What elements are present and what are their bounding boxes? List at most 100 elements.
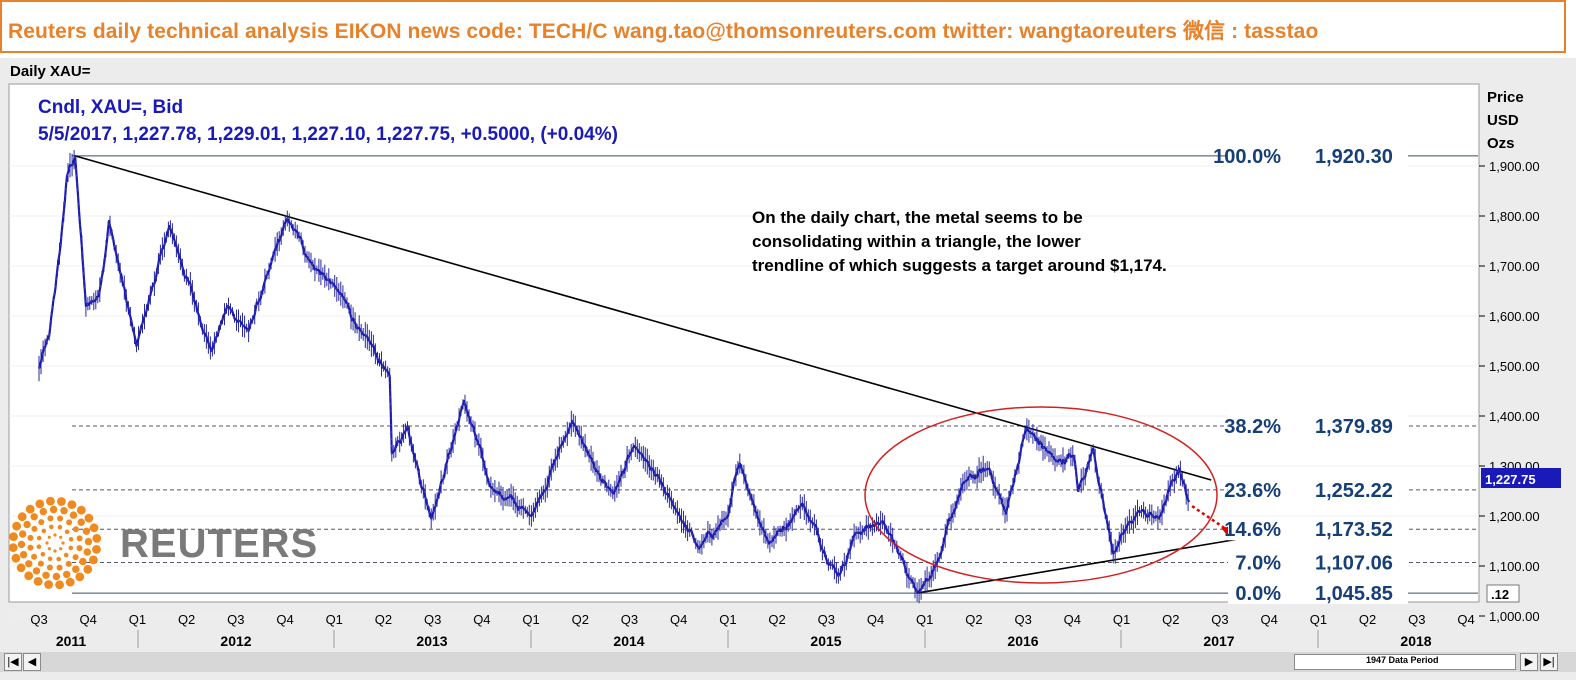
window-title: Daily XAU= (10, 63, 91, 80)
logo-dot (60, 507, 68, 515)
current-price-label: 1,227.75 (1485, 472, 1536, 487)
logo-dot (59, 547, 63, 551)
x-quarter-label: Q3 (1408, 612, 1425, 627)
logo-dot (49, 505, 58, 514)
logo-dot (83, 548, 92, 556)
annotation-line-2: consolidating within a triangle, the low… (752, 232, 1081, 251)
fib-pct-label: 23.6% (1224, 480, 1281, 502)
x-quarter-label: Q1 (326, 612, 343, 627)
logo-dot (56, 556, 61, 562)
x-quarter-label: Q1 (719, 612, 736, 627)
x-year-label: 2014 (613, 633, 644, 649)
logo-dot (27, 544, 34, 551)
x-quarter-label: Q4 (473, 612, 490, 627)
logo-dot (65, 560, 72, 567)
fib-pct-label: 0.0% (1235, 583, 1281, 605)
logo-dot (59, 535, 63, 539)
logo-dot (32, 567, 41, 575)
x-quarter-label: Q2 (375, 612, 392, 627)
chart-header-line2: 5/5/2017, 1,227.78, 1,229.01, 1,227.10, … (38, 124, 618, 145)
x-quarter-label: Q1 (1113, 612, 1130, 627)
logo-dot (53, 533, 57, 537)
scroll-left-button[interactable]: ◀ (23, 653, 41, 671)
logo-dot (12, 521, 21, 531)
x-year-label: 2016 (1007, 633, 1038, 649)
logo-dot (11, 553, 21, 563)
fib-label-bg (1228, 415, 1408, 438)
logo-dot (27, 534, 34, 541)
annotation-line-3: trendline of which suggests a target aro… (752, 256, 1167, 275)
fib-value-label: 1,920.30 (1315, 146, 1393, 168)
logo-dot (82, 527, 91, 535)
logo-dot (69, 511, 78, 519)
x-quarter-label: Q1 (129, 612, 146, 627)
logo-dot (76, 505, 86, 515)
y-tick-label: 1,800.00 (1489, 209, 1540, 224)
logo-dot (38, 519, 45, 526)
x-quarter-label: Q3 (424, 612, 441, 627)
scale-box-label: .12 (1491, 587, 1509, 602)
logo-dot (31, 553, 38, 560)
logo-dot (44, 580, 53, 589)
logo-dot (92, 534, 102, 543)
x-quarter-label: Q4 (1064, 612, 1081, 627)
logo-dot (47, 556, 53, 562)
fib-pct-label: 7.0% (1235, 552, 1281, 574)
x-year-label: 2012 (220, 633, 251, 649)
logo-dot (55, 580, 64, 590)
logo-dot (53, 549, 57, 553)
y-tick-label: 1,100.00 (1489, 559, 1540, 574)
logo-dot (19, 551, 28, 559)
logo-dot (36, 544, 42, 549)
fib-value-label: 1,045.85 (1315, 583, 1393, 605)
y-tick-label: 1,600.00 (1489, 309, 1540, 324)
x-quarter-label: Q4 (276, 612, 293, 627)
scroll-first-button[interactable]: |◀ (4, 653, 22, 671)
title-banner: Reuters daily technical analysis EIKON n… (0, 0, 1566, 53)
time-scrollbar[interactable]: |◀ ◀ ▶ ▶| (0, 652, 1576, 672)
fib-value-label: 1,252.22 (1315, 480, 1393, 502)
logo-dot (84, 513, 94, 523)
logo-dot (47, 535, 51, 539)
logo-dot (92, 545, 101, 554)
logo-dot (40, 551, 46, 557)
logo-dot (25, 504, 35, 514)
fib-label-bg (1228, 144, 1408, 167)
scroll-last-button[interactable]: ▶| (1540, 653, 1558, 671)
logo-dot (75, 572, 85, 582)
x-quarter-label: Q3 (30, 612, 47, 627)
y-unit-label-price: Price (1487, 89, 1524, 106)
x-quarter-label: Q3 (1211, 612, 1228, 627)
logo-dot (25, 560, 33, 568)
logo-dot (63, 552, 69, 558)
logo-dot (52, 572, 61, 581)
scale-box[interactable] (1486, 584, 1520, 603)
logo-dot (37, 560, 44, 567)
logo-dot (46, 564, 53, 571)
y-unit-label-currency: USD (1487, 112, 1519, 129)
x-quarter-label: Q4 (670, 612, 687, 627)
reuters-logo: REUTERS (8, 496, 317, 590)
x-quarter-label: Q3 (227, 612, 244, 627)
x-year-label: 2013 (416, 633, 447, 649)
x-quarter-label: Q1 (1310, 612, 1327, 627)
lower-trendline (916, 538, 1237, 594)
price-chart[interactable]: REUTERS Cndl, XAU=, Bid 5/5/2017, 1,227.… (0, 58, 1576, 652)
scroll-right-button[interactable]: ▶ (1520, 653, 1538, 671)
logo-dot (30, 513, 38, 521)
chart-header-line1: Cndl, XAU=, Bid (38, 97, 183, 118)
x-quarter-label: Q2 (768, 612, 785, 627)
x-quarter-label: Q2 (1162, 612, 1179, 627)
x-quarter-label: Q1 (916, 612, 933, 627)
current-price-box (1481, 468, 1561, 488)
x-year-label: 2018 (1400, 633, 1431, 649)
price-line-detail (38, 155, 1190, 593)
y-tick-label: 1,900.00 (1489, 159, 1540, 174)
logo-dot (72, 554, 79, 561)
fib-pct-label: 100.0% (1213, 146, 1281, 168)
logo-dot (57, 524, 63, 530)
logo-dot (17, 512, 27, 522)
scrollbar-thumb[interactable] (1294, 654, 1516, 670)
fib-value-label: 1,379.89 (1315, 416, 1393, 438)
logo-dot (31, 525, 38, 532)
